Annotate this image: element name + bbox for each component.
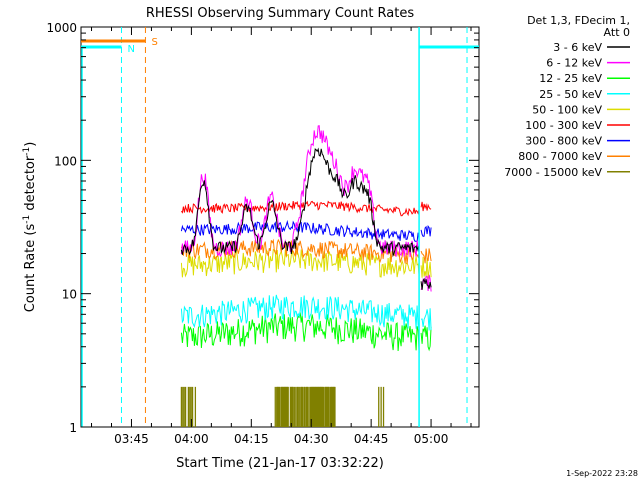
- y-axis-label-sup: -1: [22, 215, 32, 224]
- y-axis-label-sup: -1: [22, 147, 32, 156]
- x-tick-label: 04:30: [294, 432, 329, 446]
- y-axis-label-part: detector: [23, 155, 38, 215]
- legend-entry-label: 25 - 50 keV: [539, 88, 602, 101]
- data-layer: NS: [81, 27, 479, 427]
- legend-entry-label: 100 - 300 keV: [525, 119, 602, 132]
- x-tick-label: 04:15: [234, 432, 269, 446]
- axis-layer: 03:45 04:00 04:15 04:30 04:45 05:00 1 10 100 1000: [46, 21, 479, 446]
- y-tick-label: 1000: [46, 21, 77, 35]
- y-tick-label: 1: [69, 421, 77, 435]
- series-line: [180, 238, 432, 264]
- x-tick-label: 04:00: [174, 432, 209, 446]
- legend-entry-label: 300 - 800 keV: [525, 135, 602, 148]
- x-tick-label: 04:45: [354, 432, 389, 446]
- legend-entry-label: 3 - 6 keV: [553, 41, 602, 54]
- saa-label: S: [151, 37, 157, 48]
- x-axis-label: Start Time (21-Jan-17 03:32:22): [176, 456, 384, 471]
- legend-entry-label: 12 - 25 keV: [539, 72, 602, 85]
- legend-header-line-1: Det 1,3, FDecim 1,: [527, 14, 630, 27]
- chart-title: RHESSI Observing Summary Count Rates: [146, 6, 415, 21]
- legend: Det 1,3, FDecim 1, Att 0 3 - 6 keV 6 - 12…: [504, 14, 630, 179]
- series-line: [180, 219, 432, 243]
- x-tick-label: 05:00: [414, 432, 449, 446]
- y-tick-label: 10: [62, 288, 77, 302]
- series-line: [181, 200, 432, 217]
- night-label: N: [127, 44, 134, 55]
- series-line: [180, 147, 432, 290]
- y-axis-label-part: ): [23, 142, 38, 147]
- legend-entry-label: 6 - 12 keV: [546, 57, 602, 70]
- y-tick-label: 100: [54, 154, 77, 168]
- y-axis-label: Count Rate (s-1 detector-1): [22, 142, 38, 313]
- legend-entry-label: 7000 - 15000 keV: [504, 166, 602, 179]
- legend-entry-label: 800 - 7000 keV: [518, 150, 602, 163]
- footer-date: 1-Sep-2022 23:28: [566, 469, 638, 478]
- x-tick-label: 03:45: [114, 432, 149, 446]
- legend-header-line-2: Att 0: [604, 26, 630, 39]
- legend-entry-label: 50 - 100 keV: [532, 103, 602, 116]
- y-axis-label-part: Count Rate (s: [23, 224, 38, 313]
- series-line: [180, 294, 432, 331]
